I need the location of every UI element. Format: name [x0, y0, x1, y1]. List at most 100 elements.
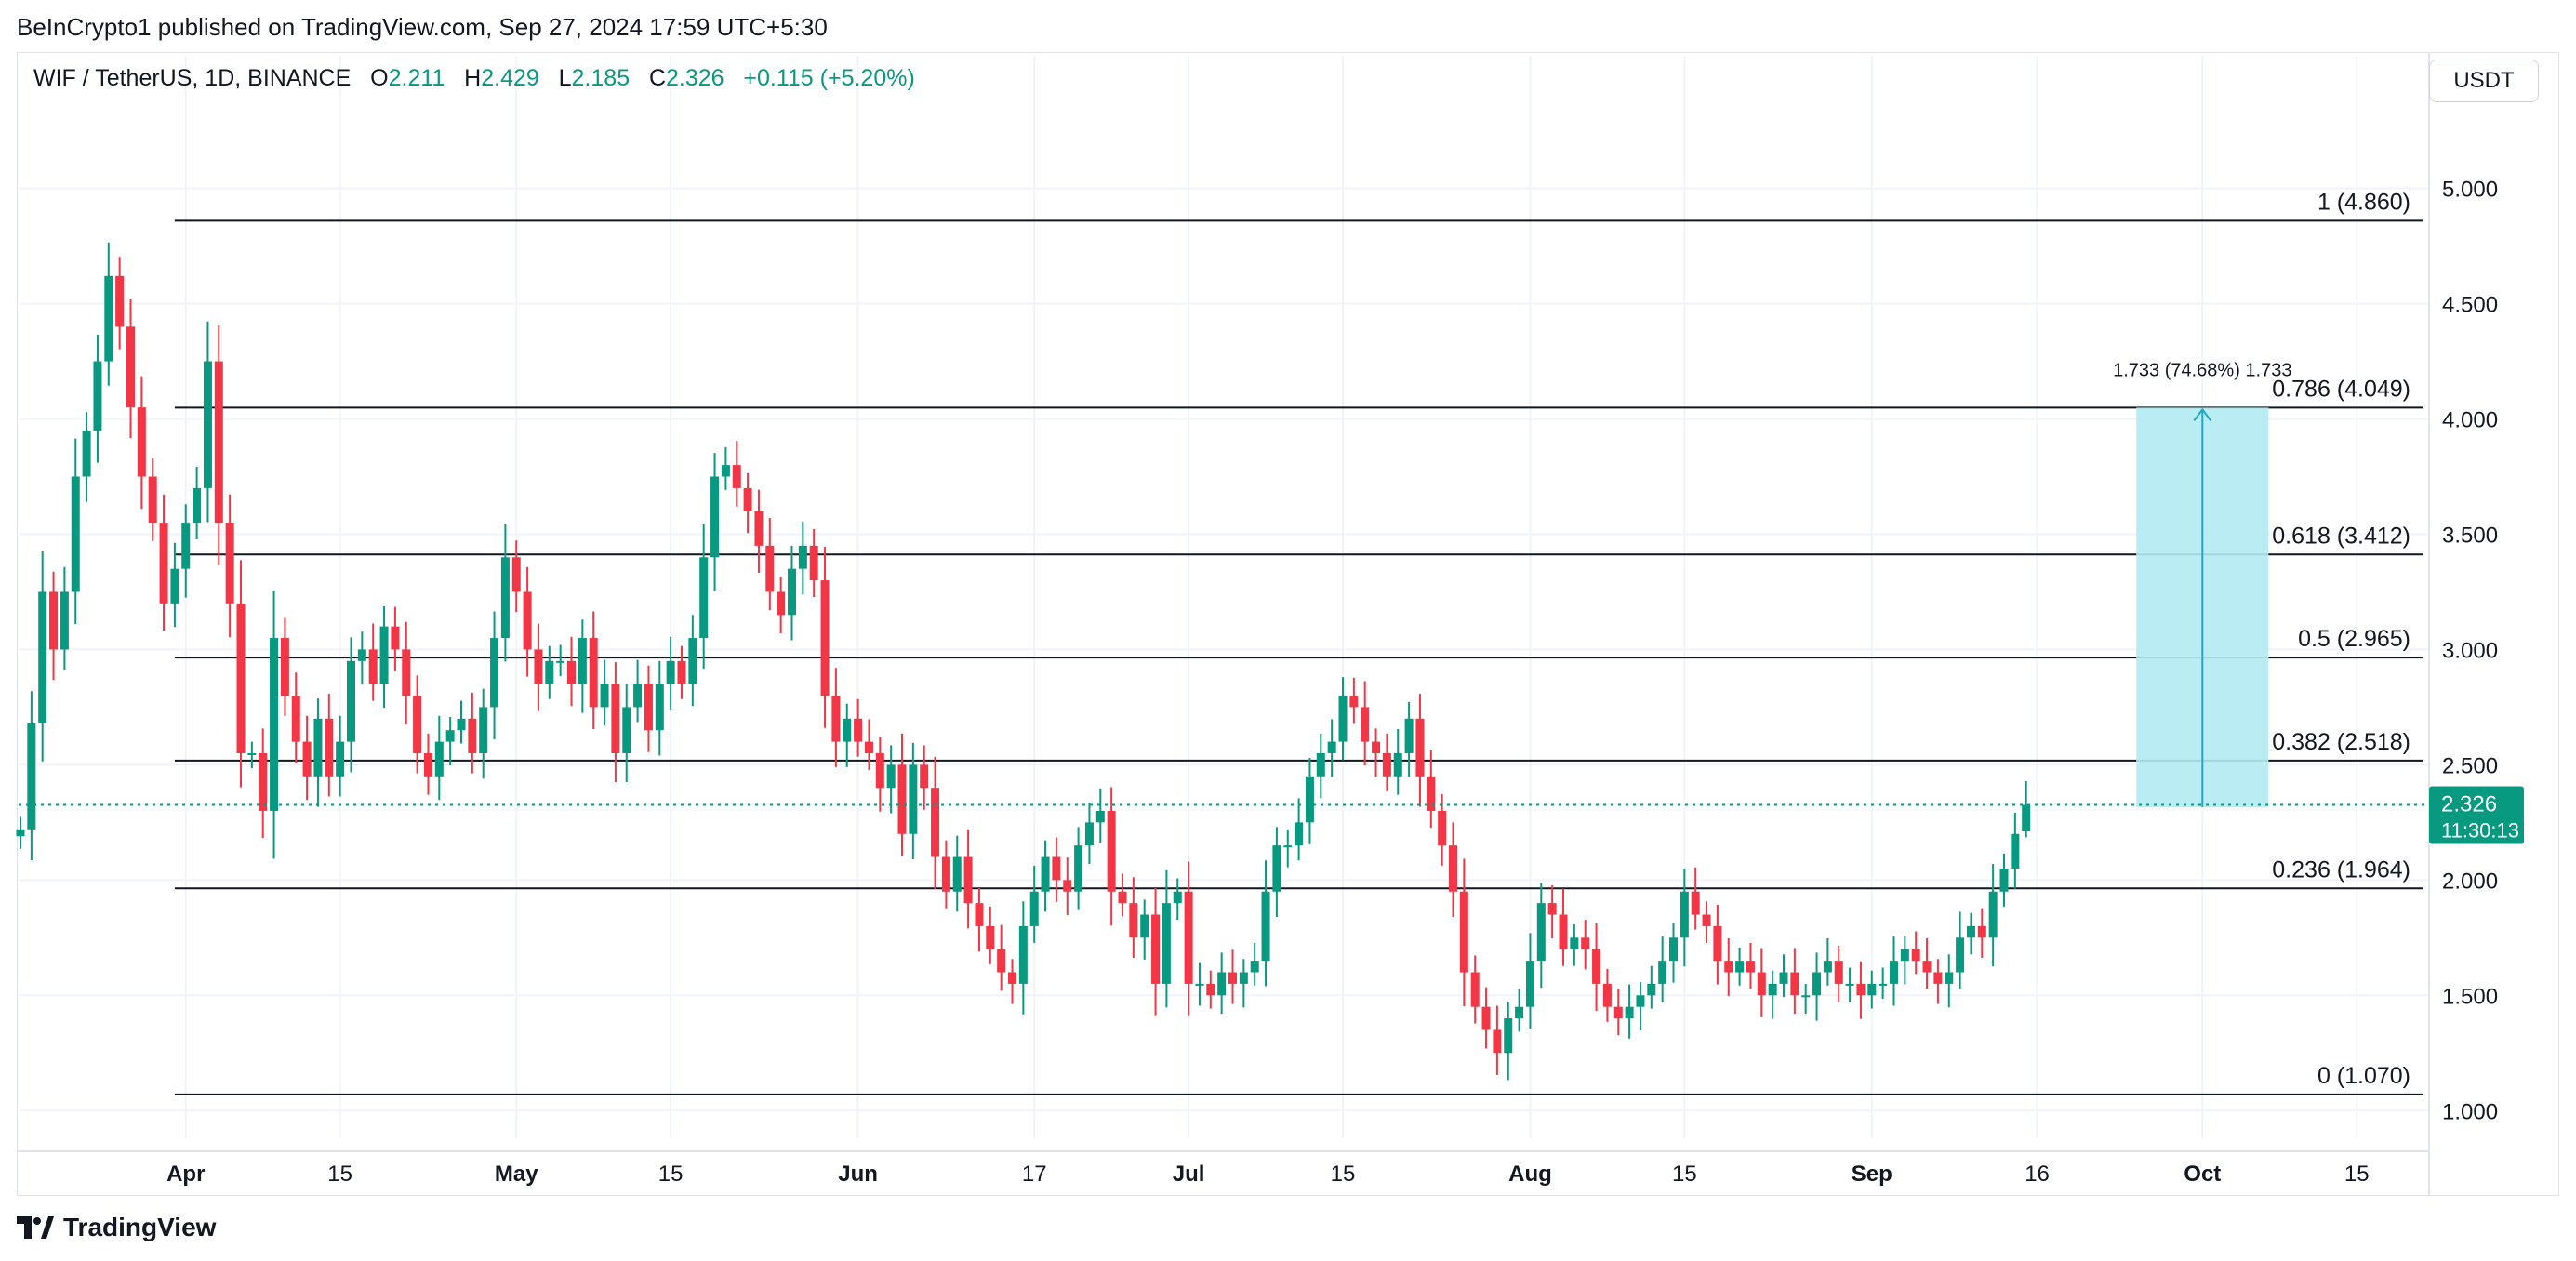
candle-body — [1074, 845, 1083, 892]
candle-body — [336, 741, 345, 777]
candle-body — [611, 684, 620, 753]
price-range-measure[interactable]: 1.733 (74.68%) 1.733 — [2113, 360, 2291, 808]
x-tick-label: Sep — [1852, 1161, 1892, 1187]
candle-body — [181, 523, 191, 569]
candle-body — [1107, 810, 1116, 892]
candle-body — [445, 730, 455, 742]
close-label: C — [648, 65, 666, 91]
candle-body — [843, 718, 852, 742]
candle-body — [1636, 995, 1645, 1007]
candle-body — [909, 764, 918, 834]
bar-countdown-label: 11:30:13 — [2441, 819, 2519, 843]
x-tick-label: 15 — [1331, 1161, 1356, 1187]
candle-body — [1956, 937, 1965, 973]
candle-body — [666, 660, 675, 684]
candle-body — [831, 696, 841, 742]
last-price-badge[interactable] — [2429, 786, 2524, 844]
candle-body — [1790, 972, 1799, 996]
candle-body — [820, 580, 830, 697]
candle-body — [1459, 891, 1468, 973]
candle-body — [1911, 949, 1920, 962]
candle-body — [1052, 856, 1061, 881]
candle-body — [567, 660, 576, 684]
candle-body — [952, 856, 962, 892]
candle-body — [732, 465, 741, 488]
tradingview-logo[interactable]: TradingView — [17, 1213, 216, 1242]
candle-body — [2022, 804, 2031, 832]
candle-body — [93, 361, 102, 431]
candle-body — [1151, 914, 1161, 984]
candle-body — [1195, 983, 1204, 986]
x-tick-label: Oct — [2184, 1161, 2221, 1187]
candle-body — [1602, 983, 1612, 1007]
candle-body — [1063, 880, 1072, 892]
candle-body — [468, 718, 477, 753]
chart-frame[interactable] — [17, 52, 2559, 1196]
candle-body — [259, 752, 268, 811]
fib-level-label: 0 (1.070) — [2317, 1063, 2410, 1089]
candle-body — [1404, 718, 1414, 753]
candle-body — [27, 723, 36, 830]
high-label: H — [464, 65, 482, 91]
fib-level-label: 1 (4.860) — [2317, 189, 2410, 215]
symbol-ohlc-bar[interactable]: WIF / TetherUS, 1D, BINANCE O2.211 H2.42… — [33, 65, 915, 92]
candle-body — [1713, 925, 1722, 962]
candle-body — [1470, 972, 1480, 1007]
candle-body — [225, 523, 234, 604]
candle-body — [997, 949, 1006, 973]
candle-body — [203, 361, 212, 488]
candle-body — [556, 660, 565, 663]
candle-body — [1228, 972, 1237, 984]
candle-body — [622, 707, 631, 753]
fibonacci-retracement[interactable]: 1 (4.860) 0.786 (4.049) 0.618 (3.412) 0.5 (… — [174, 189, 2423, 1095]
candle-body — [1184, 891, 1193, 984]
candle-body — [1008, 972, 1016, 984]
change-value: +0.115 (+5.20%) — [743, 65, 915, 91]
candle-body — [1361, 707, 1370, 742]
candle-body — [1140, 914, 1149, 938]
candle-body — [1724, 961, 1733, 973]
candle-body — [1559, 914, 1568, 949]
candle-body — [1217, 972, 1227, 996]
candle-body — [1536, 903, 1546, 962]
candle-body — [490, 638, 499, 708]
candle-body — [1129, 903, 1138, 938]
candle-body — [1305, 776, 1314, 823]
open-value: 2.211 — [388, 65, 445, 91]
candle-body — [1438, 810, 1447, 846]
candle-body — [236, 603, 246, 753]
candle-body — [302, 741, 312, 777]
candle-body — [986, 925, 995, 949]
candle-body — [1239, 972, 1248, 984]
x-tick-label: 15 — [1672, 1161, 1697, 1187]
candle-body — [788, 568, 796, 616]
candles — [16, 242, 2031, 1081]
x-tick-label: 17 — [1022, 1161, 1047, 1187]
candle-body — [1084, 822, 1094, 846]
candle-body — [16, 829, 25, 837]
y-tick-label: 1.000 — [2442, 1099, 2498, 1124]
candle-body — [347, 660, 355, 742]
candle-body — [655, 684, 664, 731]
candle-body — [115, 275, 125, 327]
symbol-name[interactable]: WIF / TetherUS, 1D, BINANCE — [33, 65, 352, 91]
candle-body — [633, 684, 643, 708]
candle-body — [1449, 845, 1457, 892]
fib-level-label: 0.786 (4.049) — [2272, 376, 2410, 402]
x-tick-label: 15 — [2344, 1161, 2370, 1187]
y-tick-label: 5.000 — [2442, 178, 2498, 203]
candle-body — [193, 487, 202, 524]
candle-body — [1680, 891, 1689, 938]
candle-body — [920, 764, 929, 789]
candle-body — [402, 649, 411, 697]
candle-body — [875, 752, 884, 789]
last-price-label: 2.326 — [2441, 792, 2497, 817]
candle-body — [126, 326, 135, 408]
candle-body — [270, 638, 279, 811]
currency-button[interactable]: USDT — [2429, 60, 2539, 102]
tradingview-brand: TradingView — [63, 1213, 217, 1241]
candle-body — [60, 591, 69, 650]
candle-body — [457, 718, 466, 731]
x-tick-label: Apr — [166, 1161, 205, 1187]
